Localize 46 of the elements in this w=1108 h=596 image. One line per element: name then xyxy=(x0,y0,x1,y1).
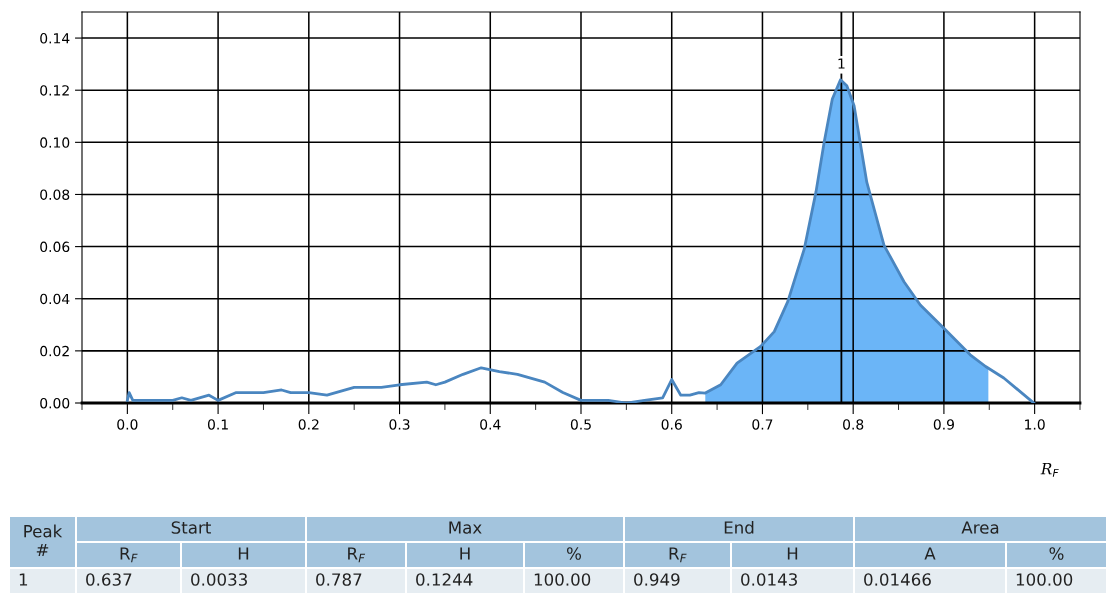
y-tick-label: 0.02 xyxy=(40,345,69,357)
y-tick-label: 0.08 xyxy=(40,189,70,200)
text: A xyxy=(924,547,936,560)
y-tick-label: 0.12 xyxy=(40,85,69,96)
text: R$_{F}$ xyxy=(669,547,687,563)
x-tick-label: 0.3 xyxy=(389,419,410,430)
text: Start xyxy=(171,521,211,534)
text: Area xyxy=(961,521,999,534)
y-tick-label: 0.06 xyxy=(40,241,70,253)
text: 0.1244 xyxy=(416,573,473,586)
y-tick-label: 0.10 xyxy=(40,137,70,148)
x-tick-label: 0.5 xyxy=(570,419,591,430)
text: R$_{F}$ xyxy=(348,547,366,563)
text: R$_{F}$ xyxy=(120,547,138,563)
text: % xyxy=(1049,547,1064,560)
text: 0.0033 xyxy=(191,573,247,586)
x-tick-label: 1.0 xyxy=(1025,419,1045,430)
x-tick-label: 0.9 xyxy=(933,419,954,430)
x-tick-label: 0.1 xyxy=(207,419,228,430)
x-tick-label: 0.4 xyxy=(480,419,501,430)
y-tick-label: 0.00 xyxy=(40,397,70,409)
text: 0.787 xyxy=(316,573,362,586)
text: Peak # xyxy=(24,524,63,556)
text: 100.00 xyxy=(534,573,591,586)
text: 0.01466 xyxy=(864,573,931,586)
x-tick-label: 0.7 xyxy=(752,419,773,430)
text: 1 xyxy=(19,573,28,586)
x-tick-label: 0.8 xyxy=(843,419,864,430)
x-tick-label: 0.6 xyxy=(661,419,682,430)
text: 100.00 xyxy=(1016,573,1073,586)
text: H xyxy=(460,547,470,560)
text: 0.0143 xyxy=(741,573,797,586)
ref-line-label: 1 xyxy=(838,58,845,69)
text: H xyxy=(787,547,798,560)
text: H xyxy=(238,547,249,560)
text: Max xyxy=(449,521,482,534)
text: % xyxy=(567,547,581,560)
text: 0.637 xyxy=(86,573,132,586)
y-tick-label: 0.04 xyxy=(40,293,70,305)
text: End xyxy=(724,520,754,534)
x-axis-title: R$_{F}$ xyxy=(1040,463,1059,477)
y-tick-label: 0.14 xyxy=(40,33,70,44)
text: 0.949 xyxy=(634,573,680,586)
line-series xyxy=(125,78,1036,403)
x-tick-label: 0.2 xyxy=(298,419,319,430)
x-tick-label: 0.0 xyxy=(117,419,138,430)
